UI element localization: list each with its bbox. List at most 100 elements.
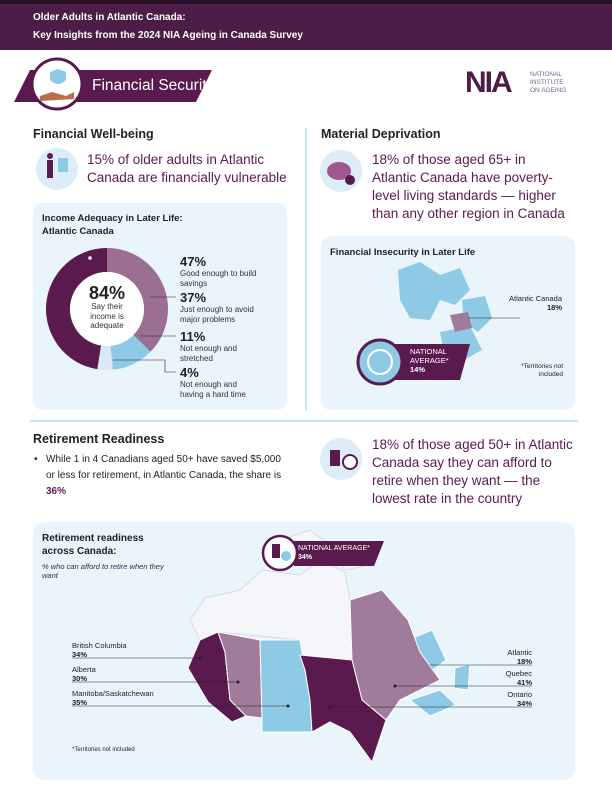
coins-icon: [272, 544, 280, 558]
piggy-icon: [327, 162, 351, 180]
leader-dot: [286, 704, 290, 708]
logo-line: NATIONAL: [530, 71, 563, 78]
box-subtitle: % who can afford to retire when they wan…: [42, 562, 164, 580]
legend-item: 37% Just enough to avoid major problems: [180, 290, 275, 324]
region-value: 18%: [546, 303, 562, 312]
coins-icon: [330, 450, 340, 466]
clock-icon: [342, 454, 358, 470]
header-band: [0, 0, 612, 50]
region-value: 34%: [72, 650, 88, 659]
region-label: Alberta 30%: [72, 665, 212, 683]
segment-desc: Not enough and stretched: [180, 344, 237, 363]
donut-hole: [70, 272, 144, 346]
donut-center-value: 84%: [88, 283, 126, 303]
bullet-highlight: 36%: [46, 486, 67, 497]
region-value: 18%: [516, 657, 532, 666]
coin-icon: [345, 175, 355, 185]
segment-label: 11%: [180, 329, 206, 344]
region-label: Atlantic Canada 18%: [482, 294, 562, 312]
donut-chart: [46, 248, 168, 370]
segment-desc: Just enough to avoid major problems: [180, 305, 254, 324]
footnote: *Territories not included: [521, 363, 563, 378]
logo-line: INSTITUTE: [530, 79, 564, 86]
donut-segment: [97, 345, 113, 370]
insecurity-box: [321, 236, 575, 410]
stat: 18% of those aged 50+ in Atlantic Canada…: [372, 437, 573, 506]
leader-line: [113, 359, 176, 373]
region-name: Atlantic: [507, 648, 532, 657]
segment-desc: Not enough and having a hard time: [180, 380, 246, 399]
region-label: Quebec 41%: [470, 669, 532, 687]
region-label: Manitoba/Saskatchewan 35%: [72, 689, 212, 707]
heading: Material Deprivation: [321, 127, 441, 141]
box-title: Retirement readiness across Canada:: [42, 533, 144, 557]
logo-text: NATIONAL INSTITUTE ON AGEING: [530, 71, 566, 95]
bullet-dot: •: [34, 454, 38, 465]
hand-icon: [40, 92, 74, 101]
document-icon: [58, 158, 68, 172]
box-title: Financial Insecurity in Later Life: [330, 247, 476, 258]
person-icon: [47, 160, 53, 178]
national-banner: [294, 541, 384, 566]
stat: 15% of older adults in Atlantic Canada a…: [87, 152, 287, 185]
bullet: • While 1 in 4 Canadians aged 50+ have sa…: [33, 452, 288, 500]
national-average: NATIONAL AVERAGE* 34%: [298, 544, 378, 562]
region-value: 41%: [516, 678, 532, 687]
logo-mark: NIA: [465, 66, 513, 99]
heading: Retirement Readiness: [33, 432, 165, 446]
region-label: Atlantic 18%: [470, 648, 532, 666]
stat: 18% of those aged 65+ in Atlantic Canada…: [372, 152, 565, 221]
national-label: NATIONAL AVERAGE*: [298, 545, 370, 552]
leader-dot: [328, 705, 332, 709]
labrador-shape: [398, 262, 470, 320]
legend-item: 11% Not enough and stretched: [180, 329, 260, 363]
shield-icon: [50, 69, 66, 84]
box-title: Income Adequacy in Later Life: Atlantic …: [42, 213, 183, 237]
logo-line: ON AGEING: [530, 87, 567, 94]
header-subtitle: Key Insights from the 2024 NIA Ageing in…: [33, 30, 303, 41]
region-label: Ontario 34%: [470, 690, 532, 708]
person-head: [47, 153, 53, 159]
footnote: *Territories not included: [72, 747, 135, 753]
region-label: British Columbia 34%: [72, 641, 212, 659]
region-name: Ontario: [507, 690, 532, 699]
segment-label: 47%: [180, 254, 207, 269]
leader-dot: [236, 680, 240, 684]
national-average: NATIONAL AVERAGE* 14%: [410, 347, 465, 374]
national-banner: [380, 344, 470, 380]
region-value: 35%: [72, 698, 88, 707]
section-title: Financial Security: [92, 77, 215, 94]
legend-item: 47% Good enough to build savings: [180, 254, 275, 288]
region-name: British Columbia: [72, 641, 127, 650]
national-value: 14%: [410, 365, 426, 374]
donut-center-label: Say their income is adequate: [90, 302, 124, 330]
leader-dot: [198, 656, 202, 660]
national-icon: [356, 338, 404, 386]
header-title: Older Adults in Atlantic Canada:: [33, 12, 186, 23]
icon-bg: [36, 148, 78, 190]
donut-segment: [46, 248, 107, 370]
region-value: 30%: [72, 674, 88, 683]
region-name: Atlantic Canada: [509, 294, 562, 303]
national-label: NATIONAL AVERAGE*: [410, 347, 449, 365]
region-shape: [299, 654, 387, 764]
dot: [88, 256, 92, 260]
region-name: Alberta: [72, 665, 96, 674]
donut-segment: [107, 248, 168, 352]
leader-dot: [393, 684, 397, 688]
region-layer: [72, 589, 532, 764]
national-value: 34%: [298, 554, 313, 561]
segment-desc: Good enough to build savings: [180, 269, 257, 288]
heading: Financial Well-being: [33, 127, 154, 141]
atlantic-highlight: [450, 312, 472, 332]
donut-segment: [110, 334, 151, 370]
segment-label: 37%: [180, 290, 207, 305]
header-stripe: [0, 0, 612, 4]
territories-shape: [189, 559, 353, 661]
clock-icon: [281, 551, 291, 561]
section-icon: [30, 57, 84, 111]
region-name: Quebec: [505, 669, 532, 678]
bullet-text: While 1 in 4 Canadians aged 50+ have sav…: [46, 454, 282, 481]
